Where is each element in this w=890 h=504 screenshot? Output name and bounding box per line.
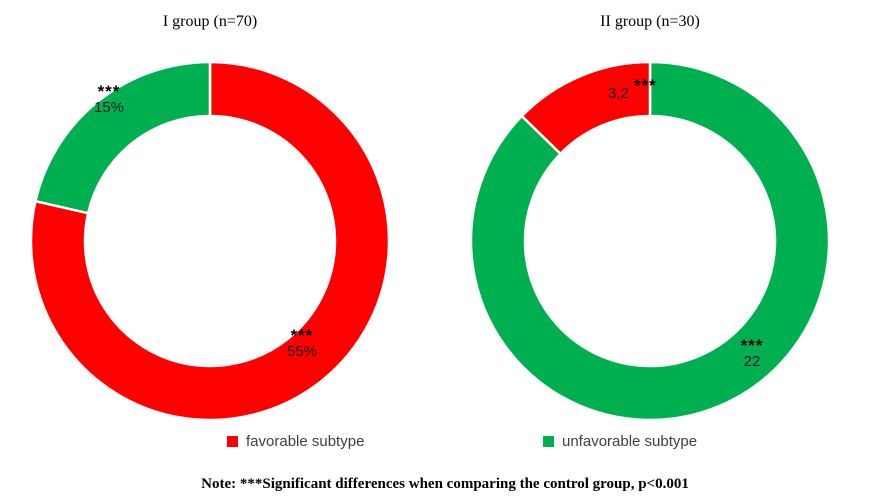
significance-stars: *** [97, 82, 121, 101]
legend-swatch-favorable [227, 436, 238, 447]
data-label-value: 55% [286, 343, 318, 360]
legend-label-unfavorable: unfavorable subtype [562, 433, 698, 450]
data-label-value: 3,2 [608, 85, 629, 102]
legend-swatch-unfavorable [543, 436, 554, 447]
legend-label-favorable: favorable subtype [246, 433, 365, 450]
data-label-group2-favorable: 3,2 *** [608, 77, 657, 102]
significance-stars: *** [290, 326, 314, 345]
legend-item-favorable: favorable subtype [227, 433, 364, 450]
significance-stars: *** [740, 336, 764, 355]
data-label-group1-unfavorable: *** 15% [80, 82, 138, 116]
figure-note: Note: ***Significant differences when co… [201, 476, 689, 492]
donut-chart-group2 [469, 60, 831, 422]
donut-chart-group1 [29, 60, 391, 422]
data-label-group2-unfavorable: *** 22 [716, 336, 788, 370]
legend-item-unfavorable: unfavorable subtype [543, 433, 697, 450]
data-label-value: 22 [743, 353, 761, 370]
donut-segment-favorable-subtype [29, 60, 391, 422]
data-label-group1-favorable: *** 55% [272, 326, 332, 360]
significance-stars: *** [633, 76, 657, 95]
donut-segment-unfavorable-subtype [34, 60, 212, 215]
chart-title-group2: II group (n=30) [600, 13, 700, 30]
data-label-value: 15% [93, 99, 125, 116]
donut-segment-favorable-subtype [520, 60, 652, 155]
chart-title-group1: I group (n=70) [162, 13, 258, 30]
donut-segment-unfavorable-subtype [469, 60, 831, 422]
